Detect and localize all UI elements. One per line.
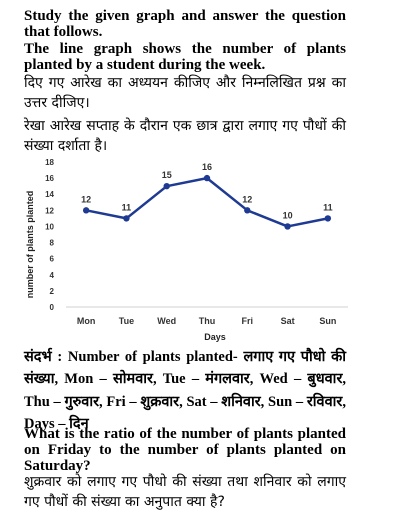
data-label: 15 <box>162 170 172 180</box>
x-tick-label: Tue <box>119 316 134 326</box>
y-tick-label: 6 <box>50 255 55 264</box>
data-labels: 12 11 15 16 12 10 11 <box>81 162 332 220</box>
question-intro-hindi: दिए गए आरेख का अध्ययन कीजिए और निम्नलिखि… <box>24 75 346 112</box>
data-label: 10 <box>283 210 293 220</box>
y-axis-ticks: 0 2 4 6 8 10 12 14 16 18 <box>45 158 54 312</box>
question-english: What is the ratio of the number of plant… <box>24 426 346 474</box>
reference-glossary: संदर्भ : Number of plants planted- लगाए … <box>24 346 346 436</box>
question-intro-english: Study the given graph and answer the que… <box>24 8 346 40</box>
reference-body: Number of plants planted- लगाए गए पौधो क… <box>24 349 346 433</box>
y-tick-label: 0 <box>50 303 55 312</box>
data-points <box>82 174 332 230</box>
data-point <box>203 174 211 182</box>
data-point <box>284 223 291 230</box>
graph-description-hindi: रेखा आरेख सप्ताह के दौरान एक छात्र द्वार… <box>24 118 346 155</box>
y-tick-label: 18 <box>45 158 54 167</box>
y-tick-label: 14 <box>45 190 54 199</box>
graph-description-english: The line graph shows the number of plant… <box>24 41 346 73</box>
y-tick-label: 16 <box>45 174 54 183</box>
y-tick-label: 2 <box>50 287 55 296</box>
data-label: 11 <box>122 202 132 212</box>
data-label: 12 <box>81 194 91 204</box>
x-tick-label: Wed <box>157 316 176 326</box>
x-tick-label: Thu <box>199 316 216 326</box>
data-point <box>163 182 170 190</box>
line-chart: 0 2 4 6 8 10 12 14 16 18 Mon Tue Wed Thu Fri Sat Sun 12… <box>25 158 348 342</box>
y-tick-label: 12 <box>45 206 54 215</box>
data-label: 16 <box>202 162 212 172</box>
x-axis-label: Days <box>204 332 226 342</box>
x-tick-label: Sat <box>281 316 295 326</box>
data-point <box>324 215 332 222</box>
x-tick-label: Mon <box>77 316 96 326</box>
y-axis-label: number of plants planted <box>25 191 35 299</box>
y-tick-label: 8 <box>50 239 55 248</box>
y-tick-label: 4 <box>50 271 55 280</box>
x-tick-label: Fri <box>242 316 254 326</box>
y-tick-label: 10 <box>45 222 54 231</box>
data-point <box>123 215 130 222</box>
data-label: 11 <box>323 202 333 212</box>
data-label: 12 <box>242 194 252 204</box>
x-tick-label: Sun <box>319 316 336 326</box>
data-point <box>244 207 251 214</box>
x-axis-ticks: Mon Tue Wed Thu Fri Sat Sun <box>77 316 336 326</box>
question-hindi: शुक्रवार को लगाए गए पौधो की संख्या तथा श… <box>24 474 346 511</box>
data-point <box>82 207 90 214</box>
reference-label: संदर्भ : <box>24 349 63 365</box>
